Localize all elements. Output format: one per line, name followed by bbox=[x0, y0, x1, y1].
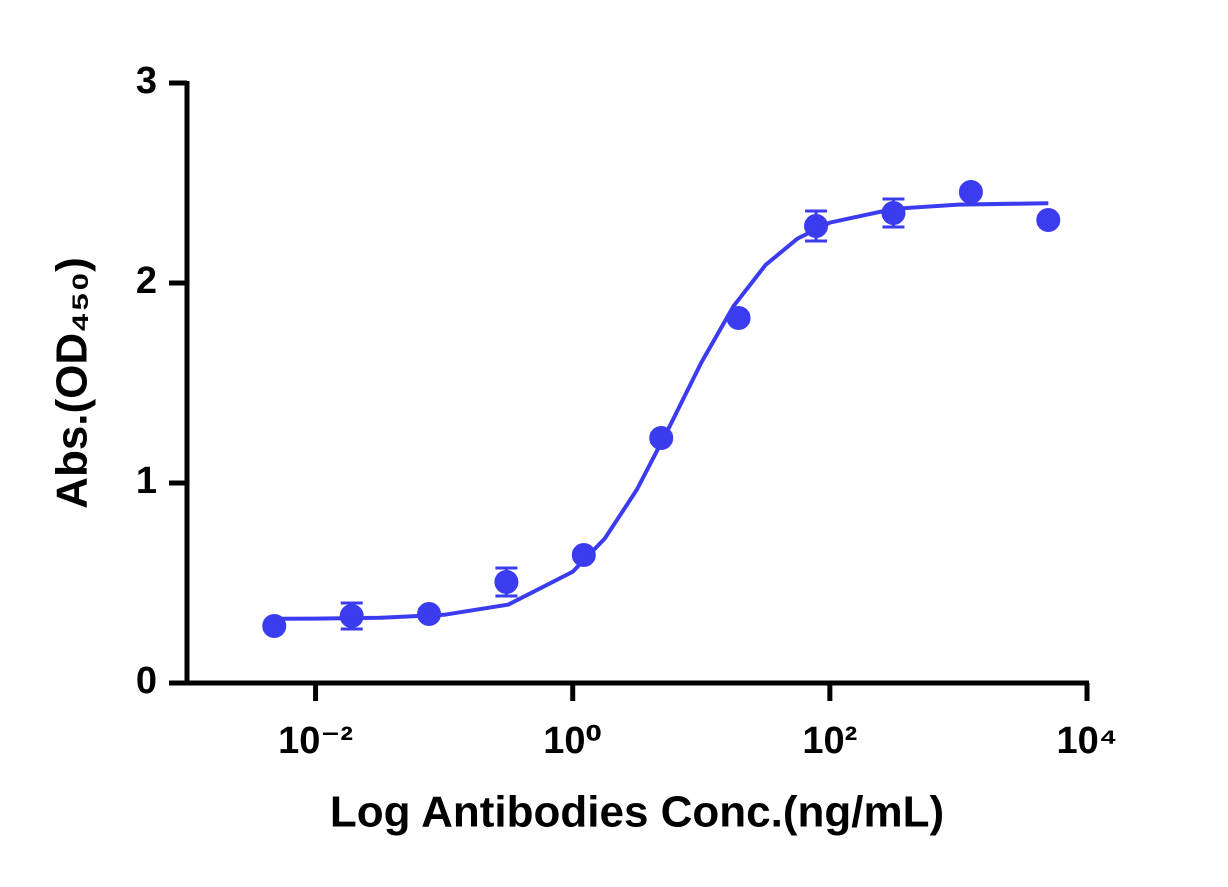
x-tick-label: 10² bbox=[802, 720, 857, 762]
fit-curve bbox=[273, 201, 1049, 621]
y-tick-label: 3 bbox=[136, 60, 157, 102]
data-point bbox=[339, 604, 364, 628]
data-point bbox=[494, 570, 519, 594]
data-point bbox=[726, 306, 751, 330]
data-point bbox=[1036, 208, 1061, 232]
y-tick-label: 1 bbox=[136, 460, 157, 502]
x-axis-title: Log Antibodies Conc.(ng/mL) bbox=[330, 788, 944, 837]
x-tick-label: 10⁻² bbox=[278, 720, 353, 762]
y-tick-label: 0 bbox=[136, 660, 157, 702]
x-tick-label: 10⁴ bbox=[1056, 720, 1117, 762]
x-tick-label: 10⁰ bbox=[543, 720, 602, 762]
y-tick-label: 2 bbox=[136, 260, 157, 302]
data-point bbox=[881, 201, 906, 225]
data-point bbox=[958, 180, 983, 204]
y-axis-title: Abs.(OD₄₅₀) bbox=[48, 257, 97, 509]
data-point bbox=[571, 543, 596, 567]
